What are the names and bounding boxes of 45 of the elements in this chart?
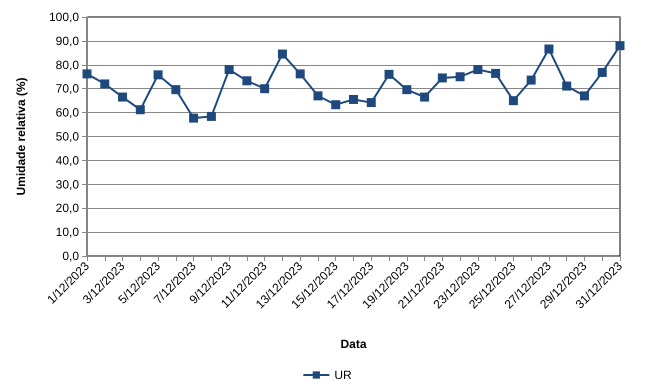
point [508,96,518,106]
y-tick-label: 50,0 [56,130,80,144]
point [616,41,624,50]
point [171,85,180,94]
x-axis-title: Data [340,337,367,351]
point [296,69,305,78]
point [278,50,287,59]
point [224,65,234,74]
y-axis-title: Umidade relativa (%) [14,77,28,196]
point [260,84,270,94]
y-tick-label: 90,0 [56,34,80,48]
point [491,68,500,78]
y-tick-label: 30,0 [56,177,80,192]
point [544,44,554,54]
point [366,98,376,108]
point [562,82,572,91]
point [154,70,163,80]
y-tick-label: 60,0 [56,106,80,120]
point [384,70,394,79]
point [402,85,412,94]
y-tick-label: 80,0 [56,58,80,72]
point [526,76,536,85]
point [456,72,465,82]
point [136,105,145,114]
point [313,91,322,100]
point [206,112,216,121]
y-tick-label: 100,0 [48,10,80,24]
y-tick-label: 40,0 [56,153,80,168]
legend-label: UR [334,368,352,382]
point [118,92,128,102]
y-tick-label: 70,0 [56,82,80,96]
point [580,91,589,100]
point [420,92,430,102]
y-tick-label: 0,0 [62,249,80,263]
y-tick-label: 10,0 [56,225,80,240]
point [331,100,340,110]
point [242,76,252,86]
point [189,114,198,123]
point [598,68,607,77]
point [82,69,92,78]
y-tick-label: 20,0 [56,201,80,216]
point [438,73,447,82]
point [349,94,358,104]
point [473,65,482,74]
point [100,79,110,88]
